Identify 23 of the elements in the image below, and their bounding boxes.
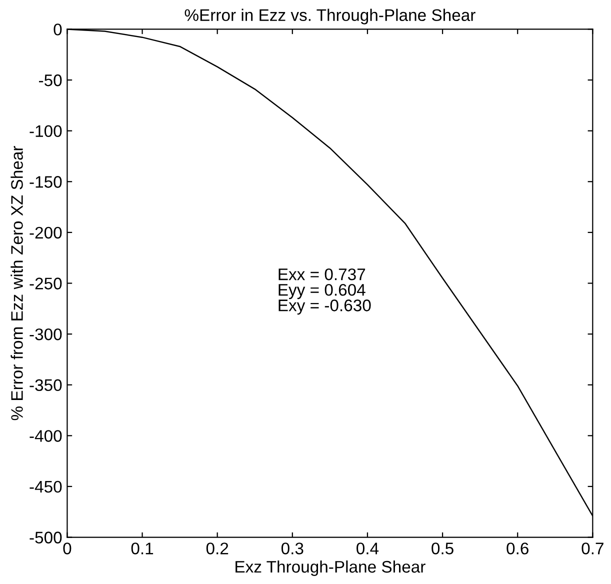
y-tick-label: -250 [30, 278, 62, 290]
x-tick-label: 0.7 [582, 542, 604, 554]
annotation: Exx = 0.737 Eyy = 0.604 Exy = -0.630 [278, 268, 371, 315]
y-tick-label: -350 [30, 379, 62, 392]
x-tick-label: 0.2 [206, 542, 228, 554]
y-tick-label: 0 [54, 24, 62, 36]
y-tick-label: -400 [30, 430, 62, 442]
y-tick-label: -100 [30, 125, 62, 138]
x-axis-title: Exz Through-Plane Shear [236, 560, 426, 576]
y-tick-label: -200 [30, 226, 62, 239]
y-tick-label: -450 [30, 480, 62, 493]
y-tick-label: -500 [30, 532, 62, 544]
chart-title: %Error in Ezz vs. Through-Plane Shear [184, 8, 476, 24]
y-axis-title: % Error from Ezz with Zero XZ Shear [10, 146, 23, 420]
x-tick-label: 0.1 [131, 542, 154, 554]
x-tick-label: 0.4 [356, 542, 379, 554]
y-tick-label: -300 [30, 328, 62, 340]
x-tick-label: 0.6 [506, 542, 528, 554]
x-tick-label: 0 [63, 542, 72, 554]
y-tick-label: -150 [30, 176, 62, 188]
y-tick-label: -50 [39, 74, 62, 86]
x-tick-label: 0.5 [432, 542, 454, 554]
x-tick-label: 0.3 [281, 542, 304, 554]
